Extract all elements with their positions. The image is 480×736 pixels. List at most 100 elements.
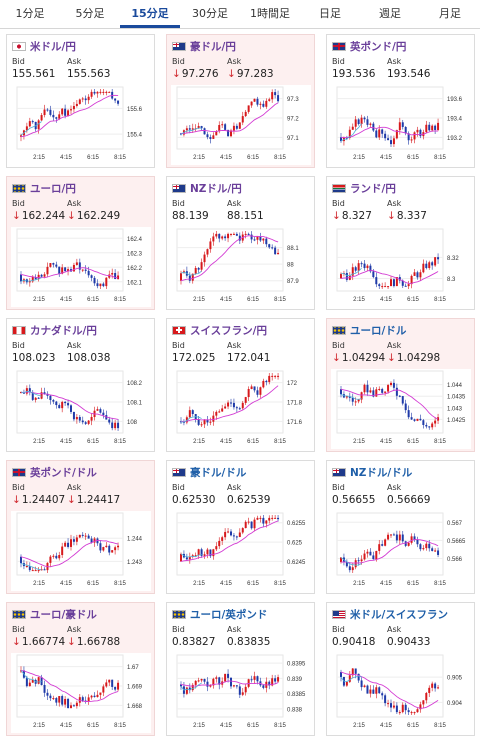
- tab-3[interactable]: 30分足: [192, 7, 228, 20]
- pair-card[interactable]: ユーロ/英ポンド Bid Ask 0.83827 0.83835 0.8395 0.839 0…: [166, 602, 315, 736]
- candle-body: [215, 411, 218, 416]
- pair-title-link[interactable]: カナダドル/円: [12, 323, 97, 337]
- pair-card[interactable]: 米ドル/円 Bid Ask 155.561 155.563 155.6 155.4 2:15 4…: [6, 34, 155, 168]
- candle-body: [224, 236, 227, 239]
- tab-0[interactable]: 1分足: [15, 7, 45, 20]
- x-tick-label: 8:15: [274, 155, 286, 161]
- pair-title-link[interactable]: 米ドル/スイスフラン: [332, 607, 448, 621]
- candle-body: [72, 411, 75, 420]
- candle-body: [87, 535, 90, 539]
- pair-card[interactable]: スイスフラン/円 Bid Ask 172.025 172.041 172 171.8 171.…: [166, 318, 315, 452]
- candle-body: [401, 704, 404, 713]
- ask-value: 108.038: [67, 352, 110, 364]
- pair-card[interactable]: NZドル/円 Bid Ask 88.139 88.151 88.1 88 87.9 2:15 4:…: [166, 176, 315, 310]
- candle-body: [70, 705, 72, 709]
- candle-body: [43, 109, 46, 116]
- candle-body: [238, 408, 241, 410]
- y-tick-label: 0.5665: [447, 539, 466, 545]
- y-tick-label: 97.2: [287, 117, 299, 123]
- candle-body: [87, 270, 90, 276]
- pair-title-link[interactable]: ユーロ/円: [12, 181, 76, 195]
- moving-average-short-line: [20, 121, 42, 136]
- price-chart[interactable]: 172 171.8 171.6 2:15 4:15 6:15 8:15: [171, 369, 311, 449]
- price-chart[interactable]: 0.6255 0.625 0.6245 2:15 4:15 6:15 8:15: [171, 511, 311, 591]
- candle-body: [244, 521, 247, 529]
- pair-card[interactable]: ユーロ/ドル Bid Ask ↓1.04294 ↓1.04298 1.044 1.0435 1…: [326, 318, 475, 452]
- pair-title-link[interactable]: 豪ドル/ドル: [172, 465, 246, 479]
- pair-card[interactable]: カナダドル/円 Bid Ask 108.023 108.038 108.2 108.1 108…: [6, 318, 155, 452]
- x-tick-label: 8:15: [114, 723, 126, 729]
- pair-title-link[interactable]: NZドル/円: [172, 181, 242, 195]
- pair-card[interactable]: 米ドル/スイスフラン Bid Ask 0.90418 0.90433 0.905 0.904…: [326, 602, 475, 736]
- candle-body: [395, 534, 398, 541]
- pair-card[interactable]: NZドル/ドル Bid Ask 0.56655 0.56669 0.567 0.5665 0.…: [326, 460, 475, 594]
- pair-card[interactable]: ユーロ/円 Bid Ask ↓162.244 ↓162.249 162.4 162.3 162…: [6, 176, 155, 310]
- pair-card[interactable]: 豪ドル/ドル Bid Ask 0.62530 0.62539 0.6255 0.625 0.6…: [166, 460, 315, 594]
- pair-title-link[interactable]: ランド/円: [332, 181, 396, 195]
- pair-title-link[interactable]: 米ドル/円: [12, 39, 76, 53]
- candle-body: [70, 109, 72, 111]
- candle-body: [194, 267, 197, 274]
- pair-title-link[interactable]: NZドル/ドル: [332, 465, 412, 479]
- price-chart[interactable]: 8.32 8.3 2:15 4:15 6:15 8:15: [331, 227, 471, 307]
- candle-body: [265, 238, 268, 245]
- pair-title-link[interactable]: 英ポンド/ドル: [12, 465, 97, 479]
- pair-card[interactable]: 英ポンド/円 Bid Ask 193.536 193.546 193.6 193.4 193.…: [326, 34, 475, 168]
- pair-title-link[interactable]: ユーロ/ドル: [332, 323, 406, 337]
- tab-2[interactable]: 15分足: [120, 0, 180, 28]
- down-arrow-icon: ↓: [12, 494, 21, 506]
- price-chart[interactable]: 1.67 1.669 1.668 2:15 4:15 6:15 8:15: [11, 653, 151, 733]
- candle-body: [390, 140, 392, 145]
- pair-card[interactable]: 英ポンド/ドル Bid Ask ↓1.24407 ↓1.24417 1.244 1.243 2…: [6, 460, 155, 594]
- candle-body: [75, 537, 78, 542]
- candle-body: [61, 696, 64, 705]
- candle-body: [28, 281, 31, 283]
- pair-title-link[interactable]: スイスフラン/円: [172, 323, 267, 337]
- price-chart[interactable]: 0.8395 0.839 0.8385 0.838 2:15 4:15 6:15 8:15: [171, 653, 311, 733]
- x-tick-label: 4:15: [380, 155, 392, 161]
- price-chart[interactable]: 193.6 193.4 193.2 2:15 4:15 6:15 8:15: [331, 85, 471, 165]
- price-chart[interactable]: 1.244 1.243 2:15 4:15 6:15 8:15: [11, 511, 151, 591]
- pair-title-link[interactable]: 英ポンド/円: [332, 39, 406, 53]
- candle-body: [378, 388, 381, 390]
- candle-body: [274, 92, 277, 96]
- candle-body: [96, 694, 99, 698]
- tab-4[interactable]: 1時間足: [250, 7, 290, 20]
- candle-body: [401, 122, 404, 127]
- tab-5[interactable]: 日足: [319, 7, 341, 20]
- candle-body: [46, 266, 49, 275]
- tab-6[interactable]: 週足: [379, 7, 401, 20]
- candle-body: [357, 399, 360, 402]
- price-chart[interactable]: 108.2 108.1 108 2:15 4:15 6:15 8:15: [11, 369, 151, 449]
- price-chart[interactable]: 97.3 97.2 97.1 2:15 4:15 6:15 8:15: [171, 85, 311, 165]
- y-tick-label: 108: [127, 420, 138, 426]
- candle-body: [253, 239, 256, 241]
- candle-body: [419, 704, 422, 710]
- pair-card[interactable]: ユーロ/豪ドル Bid Ask ↓1.66774 ↓1.66788 1.67 1.669 1.…: [6, 602, 155, 736]
- price-chart[interactable]: 155.6 155.4 2:15 4:15 6:15 8:15: [11, 85, 151, 165]
- price-chart[interactable]: 1.044 1.0435 1.043 1.0425 2:15 4:15 6:15 8:15: [331, 369, 471, 449]
- pair-name: 米ドル/円: [30, 40, 76, 53]
- ask-value: 0.90433: [387, 636, 430, 648]
- pair-title-link[interactable]: ユーロ/豪ドル: [12, 607, 97, 621]
- price-chart[interactable]: 162.4 162.3 162.2 162.1 2:15 4:15 6:15 8:15: [11, 227, 151, 307]
- pair-title-link[interactable]: 豪ドル/円: [172, 39, 236, 53]
- tab-1[interactable]: 5分足: [75, 7, 105, 20]
- candle-body: [99, 692, 102, 695]
- pair-card[interactable]: ランド/円 Bid Ask ↓8.327 ↓8.337 8.32 8.3 2:15 4:15 6:…: [326, 176, 475, 310]
- x-tick-label: 4:15: [60, 581, 72, 587]
- candle-body: [43, 274, 46, 277]
- candle-body: [25, 126, 28, 131]
- pair-title-link[interactable]: ユーロ/英ポンド: [172, 607, 267, 621]
- pair-card[interactable]: 豪ドル/円 Bid Ask ↓97.276 ↓97.283 97.3 97.2 97.1 2:1…: [166, 34, 315, 168]
- bid-value: ↓8.327: [332, 210, 372, 222]
- price-chart[interactable]: 88.1 88 87.9 2:15 4:15 6:15 8:15: [171, 227, 311, 307]
- ask-label: Ask: [387, 57, 402, 66]
- bid-price: 88.139: [172, 210, 209, 222]
- flag-icon: [172, 183, 186, 193]
- tab-7[interactable]: 月足: [439, 7, 461, 20]
- candle-body: [360, 117, 363, 125]
- price-chart[interactable]: 0.905 0.904 2:15 4:15 6:15 8:15: [331, 653, 471, 733]
- price-chart[interactable]: 0.567 0.5665 0.566 2:15 4:15 6:15 8:15: [331, 511, 471, 591]
- candle-body: [437, 122, 440, 130]
